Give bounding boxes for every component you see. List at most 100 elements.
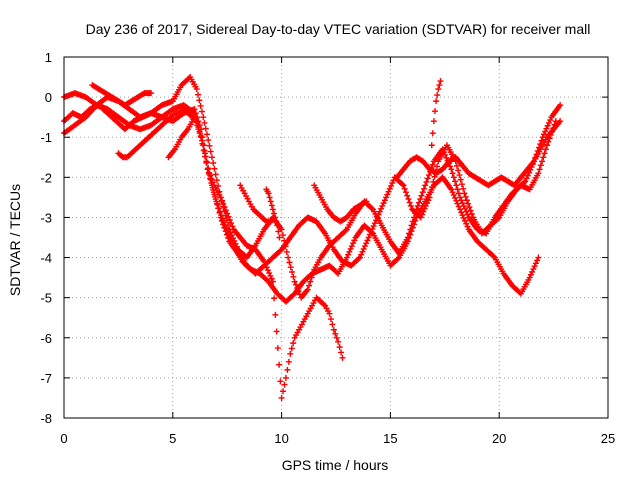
data-point [363,240,370,247]
data-point [460,185,467,192]
data-point [389,180,396,187]
data-point [401,185,408,192]
data-point [535,254,542,261]
data-point [274,345,281,352]
data-point [280,388,287,395]
data-point [209,179,216,186]
data-points [61,74,564,401]
y-tick-label: 0 [45,90,52,105]
data-point [213,177,220,184]
data-point [429,161,436,168]
data-point [457,176,464,183]
data-point [202,153,209,160]
data-point [370,223,377,230]
data-point [273,218,280,225]
data-point [306,282,313,289]
data-point [532,260,539,267]
data-point [543,125,550,132]
data-point [198,108,205,115]
data-point [536,166,543,173]
data-point [457,194,464,201]
data-point [539,158,546,165]
data-point [208,175,215,182]
data-point [425,172,432,179]
data-point [307,278,314,285]
data-point [449,189,456,196]
series-trace-7 [237,182,279,225]
data-point [191,106,198,113]
data-point [264,267,271,274]
y-tick-label: -8 [40,411,52,426]
data-point [450,192,457,199]
x-tick-label: 15 [383,431,397,446]
data-point [290,340,297,347]
data-point [271,295,278,302]
data-point [422,182,429,189]
data-point [547,117,554,124]
data-point [359,248,366,255]
data-point [429,130,436,137]
data-point [192,110,199,117]
data-point [462,217,469,224]
data-point [282,243,289,250]
data-point [285,254,292,261]
data-point [450,174,457,181]
data-point [308,274,315,281]
x-tick-label: 10 [274,431,288,446]
data-point [228,220,235,227]
data-point [223,225,230,232]
data-point [439,146,446,153]
data-point [193,86,200,93]
data-point [330,326,337,333]
data-point [346,248,353,255]
data-point [295,288,302,295]
data-point [342,227,349,234]
data-point [368,205,375,212]
data-point [448,166,455,173]
data-point [544,142,551,149]
data-point [276,234,283,241]
data-point [192,118,199,125]
data-point [281,237,288,244]
data-point [230,235,237,242]
series-trace-9 [311,182,370,225]
x-tick-label: 20 [492,431,506,446]
data-point [365,234,372,241]
data-point [224,210,231,217]
data-point [348,243,355,250]
data-point [407,202,414,209]
data-point [400,182,407,189]
data-point [545,119,552,126]
data-point [465,200,472,207]
data-point [263,264,270,271]
data-point [218,197,225,204]
data-point [424,175,431,182]
series-trace-10 [393,118,564,189]
data-point [291,278,298,285]
data-point [524,172,531,179]
data-point [189,114,196,121]
x-axis-label: GPS time / hours [282,457,389,473]
data-point [458,181,465,188]
data-point [226,216,233,223]
data-point [290,273,297,280]
data-point [526,274,533,281]
data-point [419,189,426,196]
data-point [413,206,420,213]
data-point [368,229,375,236]
data-point [336,344,343,351]
data-point [281,381,288,388]
data-point [463,197,470,204]
data-point [289,268,296,275]
data-point [205,137,212,144]
data-point [432,108,439,115]
data-point [456,172,463,179]
data-point [208,154,215,161]
data-point [448,186,455,193]
data-point [339,354,346,361]
data-point [557,118,564,125]
data-point [332,330,339,337]
data-point [544,122,551,129]
data-point [202,125,209,132]
